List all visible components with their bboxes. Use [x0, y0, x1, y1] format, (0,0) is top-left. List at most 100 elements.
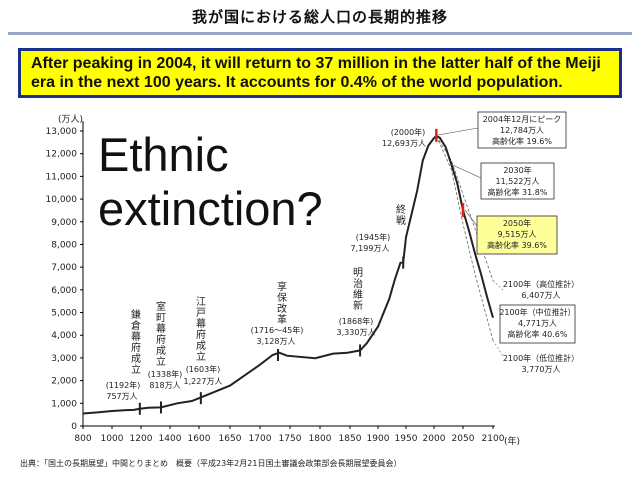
y-tick-label: 7,000 [51, 263, 77, 273]
value-kamakura: 757万人 [106, 392, 137, 401]
y-axis-unit: (万人) [58, 114, 83, 125]
y-tick-label: 9,000 [51, 218, 77, 228]
x-tick-label: 1400 [159, 434, 182, 444]
label-edo: 立 [196, 350, 206, 363]
label-meiji: 明 [353, 267, 363, 279]
year-2000: (2000年) [391, 127, 426, 137]
x-tick-label: 1200 [130, 434, 153, 444]
year-meiji: (1868年) [339, 316, 374, 326]
annotation-2050-line: 2050年 [503, 218, 531, 228]
annotation-low-2100: 2100年（低位推計） [503, 353, 579, 363]
y-tick-label: 5,000 [51, 309, 77, 319]
annotation-mid-2100-line: 高齢化率 40.6% [508, 329, 568, 339]
value-meiji: 3,330万人 [337, 328, 376, 337]
value-muromachi: 818万人 [149, 381, 180, 390]
label-muromachi: 室 [156, 300, 166, 313]
year-shusen: (1945年) [356, 232, 391, 242]
leader-2050 [464, 209, 478, 227]
label-kamakura: 成 [131, 353, 141, 365]
label-meiji: 新 [353, 299, 363, 312]
label-muromachi: 成 [156, 345, 166, 357]
annotation-mid-2100-line: 2100年（中位推計） [499, 307, 575, 317]
source-note: 出典：「国土の長期展望」中間とりまとめ 概要（平成23年2月21日国土審議会政策… [20, 459, 402, 468]
x-tick-label: 2100 [482, 434, 505, 444]
label-shusen: 終 [396, 203, 406, 216]
value-2000: 12,693万人 [382, 139, 426, 148]
x-tick-label: 2000 [423, 434, 446, 444]
annotation-peak-line: 高齢化率 19.6% [492, 136, 552, 146]
label-shusen: 戦 [396, 214, 406, 227]
label-kamakura: 立 [131, 363, 141, 376]
leader-peak [437, 127, 479, 136]
annotation-low-2100: 3,770万人 [522, 365, 561, 374]
annotation-peak-line: 12,784万人 [500, 126, 544, 135]
label-kamakura: 鎌 [131, 308, 141, 321]
y-tick-label: 8,000 [51, 240, 77, 250]
x-tick-label: 1800 [309, 434, 332, 444]
annotation-mid-2100-box [499, 304, 576, 344]
x-tick-label: 1950 [395, 434, 418, 444]
summary-banner: After peaking in 2004, it will return to… [18, 48, 622, 98]
x-tick-label: 1850 [339, 434, 362, 444]
y-tick-label: 0 [71, 422, 77, 432]
label-muromachi: 幕 [156, 322, 166, 335]
annotation-2030-box [480, 162, 555, 200]
history-line [82, 135, 437, 415]
x-tick-label: 1600 [188, 434, 211, 444]
annotation-mid-2100-line: 4,771万人 [518, 319, 557, 328]
y-tick-label: 10,000 [46, 195, 78, 205]
label-edo: 戸 [196, 307, 206, 319]
annotation-2050-box [476, 215, 558, 255]
x-tick-label: 800 [74, 434, 91, 444]
year-kamakura: (1192年) [106, 380, 141, 390]
label-kyoho: 改 [277, 302, 287, 315]
y-tick-label: 12,000 [46, 150, 78, 160]
value-edo: 1,227万人 [184, 377, 223, 386]
label-kamakura: 府 [131, 341, 141, 354]
annotation-2030-line: 11,522万人 [496, 177, 540, 186]
projection-low-line [435, 135, 494, 341]
overlay-question: Ethnic extinction? [98, 128, 323, 235]
year-edo: (1603年) [186, 364, 221, 374]
leader-low [492, 340, 504, 357]
year-kyoho: (1716～45年) [251, 325, 304, 335]
x-tick-label: 1750 [279, 434, 302, 444]
label-kyoho: 革 [277, 313, 287, 326]
label-muromachi: 町 [156, 313, 166, 324]
leader-high [492, 280, 504, 291]
x-tick-label: 1900 [367, 434, 390, 444]
label-kamakura: 倉 [131, 319, 141, 332]
y-tick-label: 6,000 [51, 286, 77, 296]
annotation-high-2100: 2100年（高位推計） [503, 279, 579, 289]
x-tick-label: 1000 [101, 434, 124, 444]
label-meiji: 維 [353, 288, 363, 301]
annotation-2050-line: 9,515万人 [498, 230, 537, 239]
x-tick-label: 2050 [452, 434, 475, 444]
label-kyoho: 享 [277, 280, 287, 293]
label-edo: 府 [196, 328, 206, 341]
y-tick-label: 1,000 [51, 399, 77, 409]
value-shusen: 7,199万人 [351, 244, 390, 253]
y-tick-label: 3,000 [51, 354, 77, 364]
label-kyoho: 保 [277, 291, 287, 304]
annotation-high-2100: 6,407万人 [522, 291, 561, 300]
annotation-peak-line: 2004年12月にピーク [483, 114, 562, 124]
year-muromachi: (1338年) [148, 369, 183, 379]
y-tick-label: 13,000 [46, 127, 78, 137]
label-muromachi: 府 [156, 333, 166, 346]
annotation-2030-line: 2030年 [503, 165, 531, 175]
label-kamakura: 幕 [131, 330, 141, 343]
annotation-2050-line: 高齢化率 39.6% [487, 240, 547, 250]
label-edo: 成 [196, 340, 206, 352]
leader-2030 [451, 164, 482, 179]
label-edo: 幕 [196, 317, 206, 330]
label-muromachi: 立 [156, 355, 166, 368]
page-title: 我が国における総人口の長期的推移 [191, 8, 448, 26]
projection-high-line [435, 135, 494, 281]
y-tick-label: 4,000 [51, 331, 77, 341]
label-edo: 江 [196, 296, 206, 308]
annotation-peak-box [477, 111, 567, 149]
y-tick-label: 11,000 [46, 172, 78, 182]
title-underline [8, 32, 632, 35]
